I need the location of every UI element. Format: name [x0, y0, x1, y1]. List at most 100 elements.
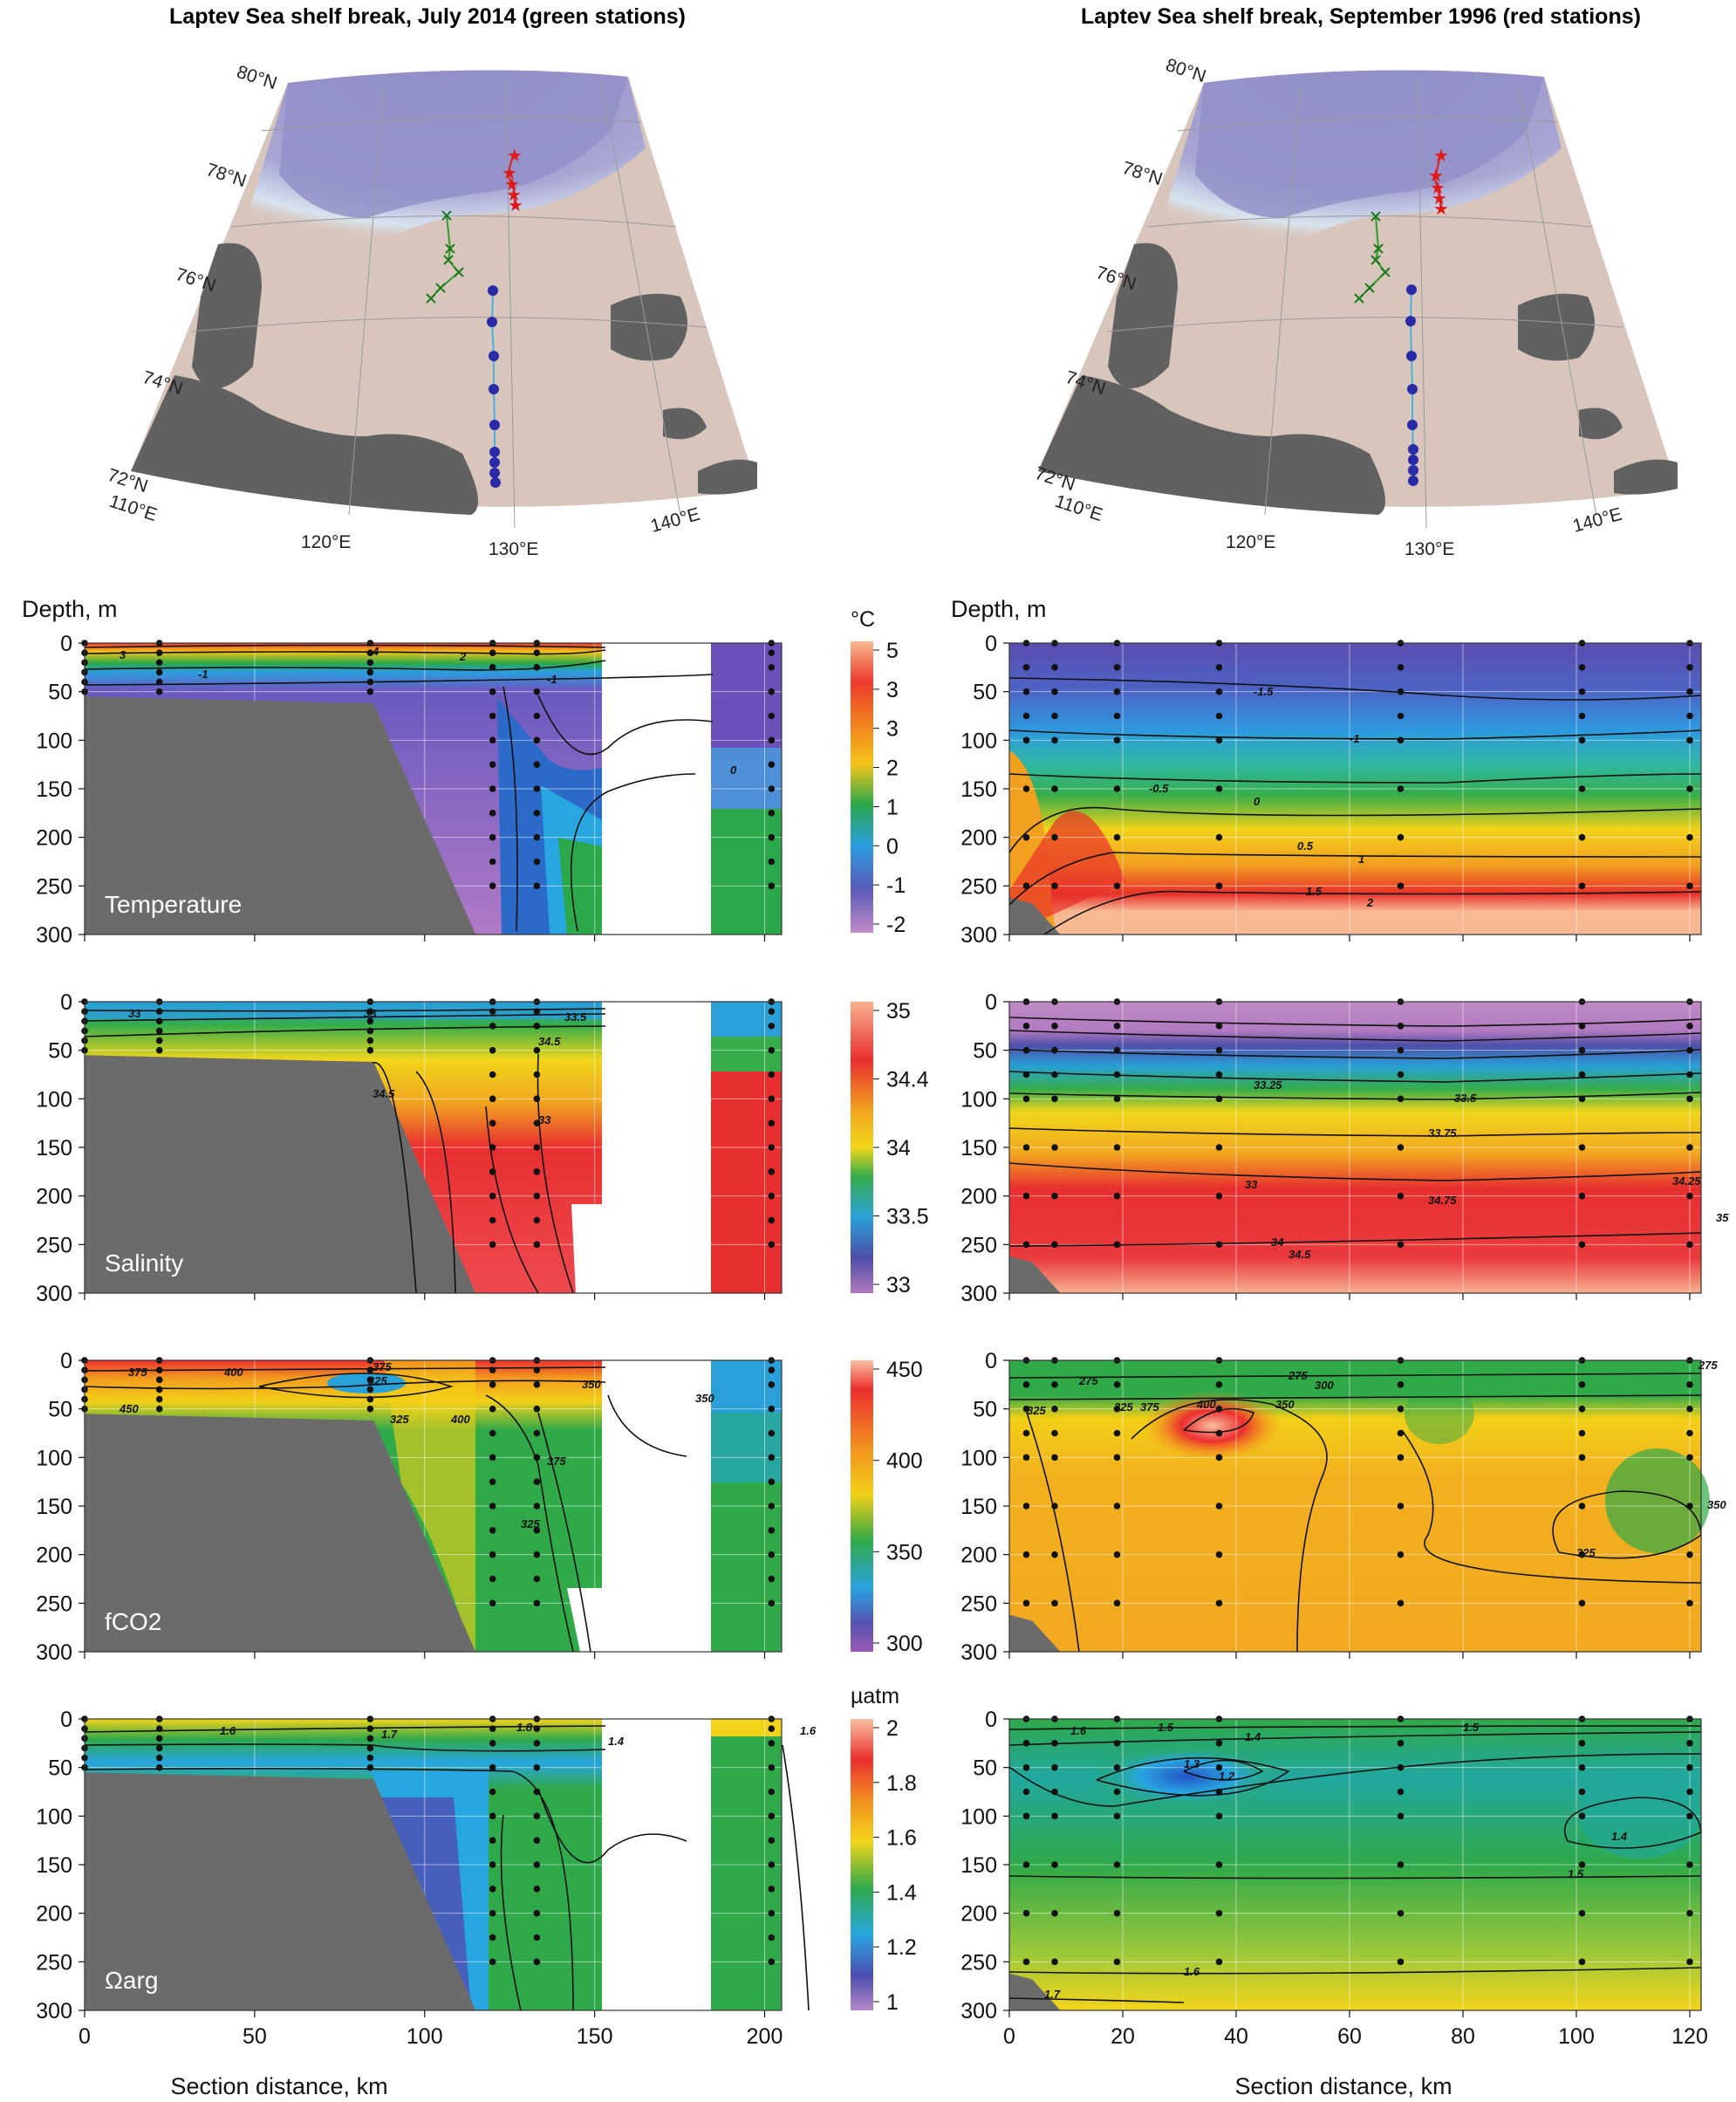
station-dot: [1215, 1861, 1223, 1868]
station-dot: [1051, 712, 1058, 720]
contour-label: 1.6: [220, 1724, 236, 1737]
station-dot: [489, 1023, 496, 1030]
station-dot: [1113, 1740, 1121, 1747]
colorbar-salinity: [851, 1002, 873, 1293]
colorbar-tick-label: 33: [886, 1273, 911, 1297]
y-tick-label: 150: [36, 1495, 72, 1519]
y-tick-label: 50: [48, 1039, 72, 1064]
station-dot: [155, 1754, 163, 1762]
station-dot: [489, 1837, 496, 1844]
contour-line: [485, 1394, 574, 1653]
station-dot: [1051, 1071, 1058, 1078]
station-dot: [1578, 688, 1586, 695]
station-dot: [1578, 1405, 1586, 1413]
station-dot: [1215, 1763, 1223, 1771]
colorbar-ticks: 2 1.8 1.6 1.4 1.2 1: [873, 1716, 917, 2015]
station-dot: [1397, 1788, 1405, 1796]
station-dot: [1113, 1812, 1121, 1820]
station-dot: [366, 1395, 374, 1403]
colorbar-tick-label: 2: [886, 757, 899, 781]
station-dot: [1215, 1046, 1223, 1054]
contour-label: 2: [459, 650, 467, 663]
station-dot: [1397, 1958, 1405, 1966]
station-dot: [1022, 736, 1030, 744]
y-tick-label: 250: [960, 1950, 997, 1975]
station-dot: [489, 1366, 496, 1373]
station-dot: [366, 649, 374, 656]
station-dot: [1113, 785, 1121, 792]
station-dot: [1051, 664, 1058, 671]
station-dot: [768, 1861, 776, 1868]
station-dot: [489, 1575, 496, 1583]
station-dot: [1113, 1046, 1121, 1054]
station-dot: [768, 712, 776, 720]
y-tick-label: 300: [36, 1282, 72, 1306]
contour-label: 1.4: [608, 1735, 625, 1748]
contour-label: 300: [1315, 1379, 1334, 1392]
bottom-topography: [85, 1772, 476, 2010]
station-dot: [1051, 1192, 1058, 1200]
station-dot: [1215, 1241, 1223, 1249]
station-dot: [1686, 1958, 1693, 1966]
station-dot: [768, 1527, 776, 1534]
station-dot: [1397, 712, 1405, 720]
svg-text:★: ★: [1428, 165, 1444, 186]
colorbar-tick-label: 34.4: [886, 1068, 929, 1092]
contour-label: 325: [368, 1374, 387, 1387]
station-dot: [1686, 1551, 1693, 1558]
station-dot: [489, 688, 496, 695]
contour-line: [1401, 1429, 1702, 1584]
station-dot: [1022, 1192, 1030, 1200]
station-dot: [1113, 1599, 1121, 1607]
station-dot: [489, 1551, 496, 1558]
colorbar-tick-label: 0: [886, 834, 899, 859]
station-dot: [533, 1575, 541, 1583]
station-dot: [155, 668, 163, 676]
y-tick-label: 200: [36, 1544, 72, 1568]
station-dot: [1578, 1454, 1586, 1462]
station-dot: [489, 882, 496, 890]
station-dot: [1578, 1861, 1586, 1868]
station-dot: [1397, 1861, 1405, 1868]
y-tick-label: 300: [36, 1999, 72, 2023]
contour-line: [537, 1788, 687, 1864]
station-dot: [1113, 1192, 1121, 1200]
station-dot: [768, 736, 776, 744]
station-dot: [1686, 1429, 1693, 1437]
station-dot: [1215, 1381, 1223, 1388]
station-dot: [1215, 712, 1223, 720]
contour-label: 34.5: [372, 1087, 395, 1100]
contour-line: [1096, 1756, 1290, 1797]
contour-line: [1008, 1373, 1702, 1379]
x-axis-ticks: [84, 935, 766, 941]
station-dot: [1051, 1023, 1058, 1030]
station-dot: [1686, 1023, 1693, 1030]
svg-text:★: ★: [506, 184, 522, 205]
station-dot: [489, 761, 496, 768]
bottom-topography: [1009, 1256, 1061, 1293]
station-dot: [1686, 1599, 1693, 1607]
station-dot: [1051, 1503, 1058, 1510]
station-dot: [533, 1599, 541, 1607]
y-tick-label: 300: [36, 923, 72, 948]
station-dot: [1215, 1144, 1223, 1151]
station-dot: [489, 1241, 496, 1249]
station-dot: [533, 1216, 541, 1224]
station-dot: [1686, 1503, 1693, 1510]
station-dot: [768, 688, 776, 695]
station-dot: [1578, 1958, 1586, 1966]
station-dot: [1022, 1405, 1030, 1413]
station-dot: [1397, 833, 1405, 841]
station-dot: [533, 1503, 541, 1510]
station-dot: [533, 1478, 541, 1485]
x-axis: 0 50 100 150 200: [79, 2010, 783, 2049]
contour-label: 33.5: [564, 1010, 587, 1024]
station-dot: [768, 1763, 776, 1771]
x-tick-label: 150: [577, 2024, 613, 2049]
station-dot: [1113, 1144, 1121, 1151]
station-dot: [489, 1599, 496, 1607]
station-dot: [1686, 688, 1693, 695]
station-dot: [155, 649, 163, 656]
contour-label: 34: [1271, 1236, 1284, 1249]
station-dot: [1022, 833, 1030, 841]
